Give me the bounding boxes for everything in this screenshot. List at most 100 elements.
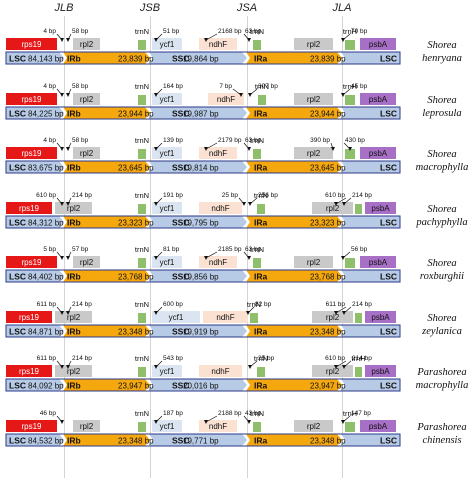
ssc-label: SSC: [172, 381, 189, 391]
bp-annotation: 214 bp: [72, 301, 92, 308]
gene-label-psba: psbA: [371, 204, 390, 213]
gene-label-psba: psbA: [369, 422, 388, 431]
gene-trnn: [253, 149, 261, 159]
lsc-end-label: LSC: [380, 381, 397, 391]
gene-label-ycf1: ycf1: [160, 422, 175, 431]
bp-annotation: 56 bp: [351, 246, 368, 253]
bp-annotation: 191 bp: [163, 192, 183, 199]
species-epithet: pachyphylla: [416, 217, 468, 228]
gene-psba: [360, 256, 396, 268]
ssc-length: 19,814 bp: [183, 164, 219, 173]
ira-label: IRa: [254, 54, 268, 64]
junction-chevron: [59, 52, 67, 64]
gene-label-trnh: trnH: [343, 82, 357, 91]
bp-arrow-head: [154, 38, 158, 42]
gene-rpl2: [312, 365, 353, 377]
species-epithet: roxburghii: [419, 271, 465, 282]
gene-label-ndhf: ndhF: [211, 367, 229, 376]
bp-annotation: 187 bp: [163, 410, 183, 417]
gene-rpl2: [73, 420, 100, 432]
gene-label-ndhf: ndhF: [216, 313, 234, 322]
gene-label-ndhf: ndhF: [217, 95, 235, 104]
lsc-end-segment: [342, 379, 400, 391]
gene-label-trnn: trnN: [135, 354, 149, 363]
irb-length: 23,768 bp: [118, 273, 154, 282]
lsc-label: LSC: [9, 54, 26, 64]
lsc-end-segment: [342, 270, 400, 282]
gene-ycf1: [152, 202, 182, 214]
genome-bar-outline: [5, 433, 401, 447]
irb-segment: [64, 270, 150, 282]
ssc-segment: [150, 270, 247, 282]
gene-ycf1: [152, 38, 182, 50]
gene-label-rpl2: rpl2: [80, 95, 94, 104]
bp-annotation: 4 bp: [43, 83, 56, 90]
ira-length: 23,348 bp: [310, 437, 346, 446]
bp-arrow-head: [154, 202, 158, 206]
species-epithet: macrophylla: [415, 380, 469, 391]
junction-label-jlb: JLB: [54, 2, 74, 14]
gene-label-rpl2: rpl2: [307, 422, 321, 431]
gene-rps19: [6, 93, 57, 105]
bp-annotation: 4 bp: [43, 137, 56, 144]
gene-label-trnh: trnH: [351, 354, 365, 363]
ira-segment: [247, 161, 342, 173]
bp-arrow-head: [60, 202, 64, 206]
gene-rpl2: [55, 202, 92, 214]
ira-segment: [247, 379, 342, 391]
bp-arrow-head: [247, 38, 251, 42]
species-genus: Shorea: [427, 204, 457, 215]
species-genus: Shorea: [427, 40, 457, 51]
ssc-segment: [150, 434, 247, 446]
lsc-length: 83,675 bp: [28, 164, 64, 173]
bp-arrow-head: [342, 202, 346, 206]
gene-ndhf: [199, 202, 242, 214]
gene-ndhf: [199, 420, 237, 432]
gene-ndhf: [199, 147, 237, 159]
species-name: Shorea macrophylla: [412, 148, 472, 174]
junction-chevron: [242, 216, 250, 228]
species-epithet: leprosula: [422, 108, 462, 119]
junction-chevron: [337, 107, 345, 119]
gene-trnn: [138, 95, 146, 105]
ira-segment: [247, 107, 342, 119]
junction-chevron: [242, 434, 250, 446]
bp-arrow-line: [205, 33, 218, 41]
gene-rpl2: [294, 38, 333, 50]
junction-chevron: [145, 434, 153, 446]
irb-length: 23,645 bp: [118, 164, 154, 173]
junction-chevron: [242, 325, 250, 337]
gene-rpl2: [73, 93, 100, 105]
gene-trnn: [138, 367, 146, 377]
gene-label-rps19: rps19: [21, 95, 42, 104]
lsc-length: 84,871 bp: [28, 328, 64, 337]
bp-arrow-head: [154, 147, 158, 151]
gene-label-ycf1: ycf1: [160, 40, 175, 49]
bp-arrow-head: [248, 93, 252, 97]
gene-trnn: [258, 95, 266, 105]
gene-label-trnn: trnN: [135, 300, 149, 309]
gene-label-ndhf: ndhF: [211, 204, 229, 213]
junction-line-jsb: [150, 16, 151, 478]
gene-psba: [360, 420, 396, 432]
junction-chevron: [145, 270, 153, 282]
species-genus: Shorea: [427, 149, 457, 160]
bp-annotation: 611 bp: [37, 301, 57, 308]
junction-chevron: [145, 325, 153, 337]
bp-annotation: 63 bp: [245, 137, 262, 144]
gene-label-ycf1: ycf1: [169, 313, 184, 322]
gene-rpl2: [55, 365, 92, 377]
species-epithet: chinensis: [422, 435, 462, 446]
gene-rpl2: [73, 38, 100, 50]
species-name: Shorea zeylanica: [412, 312, 472, 338]
gene-trnn: [138, 422, 146, 432]
bp-arrow-head: [248, 365, 252, 369]
irb-label: IRb: [67, 54, 81, 64]
irb-length: 23,348 bp: [118, 328, 154, 337]
gene-trnh: [355, 313, 362, 323]
bp-annotation: 2188 bp: [218, 410, 242, 417]
gene-label-rpl2: rpl2: [307, 258, 321, 267]
bp-annotation: 58 bp: [72, 83, 89, 90]
lsc-label: LSC: [9, 327, 26, 337]
gene-ycf1: [152, 365, 182, 377]
